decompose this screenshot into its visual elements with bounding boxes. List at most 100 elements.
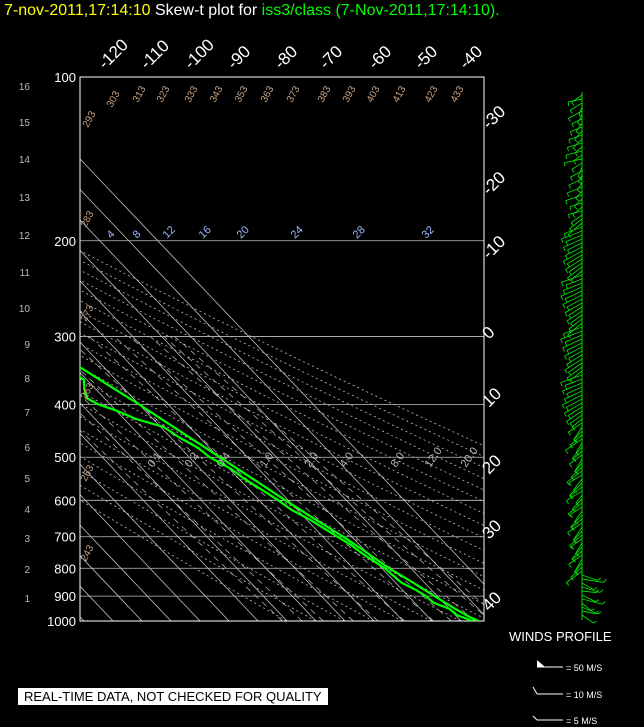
wind-barb [575, 442, 583, 454]
mixing-ratio-label: 2.0 [303, 450, 322, 469]
wind-barb [565, 246, 583, 257]
wind-barb [568, 362, 583, 373]
wind-barb-feather [576, 189, 581, 193]
wind-barb-feather [563, 412, 567, 417]
mixing-ratio-line [163, 336, 484, 616]
dry-adiabat-label: 243 [79, 543, 97, 563]
wind-barb-feather [561, 282, 564, 287]
wind-barb-feather [595, 610, 599, 615]
wind-barb [571, 446, 583, 459]
wind-barb-feather [572, 147, 577, 151]
wind-barb [565, 258, 583, 270]
wind-barb-feather [565, 407, 569, 412]
isotherm-line [80, 280, 404, 621]
wind-barb-feather [565, 582, 570, 586]
wind-barb-feather [568, 372, 572, 376]
height-tick-label: 9 [24, 340, 30, 351]
wind-barb [570, 214, 583, 224]
wind-barb-feather [566, 306, 570, 311]
wind-barb [564, 302, 583, 314]
wind-barb [569, 454, 583, 465]
wind-barb-feather [566, 421, 570, 425]
pressure-tick-label: 500 [54, 450, 76, 465]
height-tick-label: 11 [20, 268, 31, 279]
isotherms [80, 158, 484, 621]
wind-barb [574, 458, 583, 472]
pressure-tick-label: 100 [54, 70, 76, 85]
wind-barb [574, 510, 583, 523]
dry-adiabat-line [80, 259, 484, 458]
wind-legend-barb [532, 715, 538, 721]
wind-barb [567, 222, 583, 235]
wind-barb [571, 162, 583, 170]
height-tick-label: 1 [24, 594, 30, 605]
wind-barb [566, 254, 583, 265]
wind-barb [571, 538, 583, 547]
mixing-ratio-label: 4 [105, 228, 118, 241]
right-temperature-tick: 30 [478, 516, 505, 543]
wind-barb [561, 274, 583, 283]
pressure-tick-label: 600 [54, 493, 76, 508]
dry-adiabat-label: 423 [423, 84, 441, 104]
height-tick-label: 5 [24, 474, 30, 485]
wind-barb-feather [560, 339, 563, 344]
dry-adiabat-label: 373 [285, 84, 303, 104]
mixing-ratio-label: 16 [197, 224, 214, 241]
wind-legend-label: = 50 M/S [566, 663, 602, 673]
wind-barb-feather [595, 599, 600, 603]
wind-barb [572, 498, 583, 510]
pressure-tick-label: 800 [54, 561, 76, 576]
wind-barb-feather [577, 176, 583, 180]
wind-barb [578, 106, 583, 116]
wind-barb [575, 122, 583, 132]
wind-barb-feather [564, 369, 568, 374]
wind-barb [568, 210, 583, 215]
wind-barb [562, 338, 583, 349]
isotherm-line [80, 219, 462, 621]
wind-barb-feather [569, 131, 573, 136]
wind-barb-feather [602, 600, 606, 605]
wind-barb [565, 378, 583, 386]
wind-barb [564, 158, 583, 164]
wind-barb-feather [578, 114, 583, 118]
wind-barb [581, 590, 597, 594]
wind-barb-feather [561, 404, 565, 409]
wind-barb-feather [568, 118, 571, 122]
wind-barb-feather [575, 198, 580, 202]
profile-series [80, 365, 479, 621]
wind-barb-feather [597, 577, 601, 581]
pressure-tick-label: 700 [54, 530, 76, 545]
wind-barb [560, 286, 583, 297]
right-temperature-tick: -30 [478, 102, 509, 133]
wind-barb [565, 234, 583, 243]
dry-adiabat-label: 303 [105, 89, 123, 109]
wind-barb-feather [568, 214, 570, 219]
wind-barb [572, 138, 583, 149]
dry-adiabat-line [80, 269, 484, 468]
wind-barb [575, 542, 583, 554]
wind-barb [569, 434, 583, 446]
mixing-ratio-line [174, 336, 484, 606]
wind-barb-feather [570, 577, 574, 581]
mixing-ratio-label: 0.4 [215, 450, 234, 469]
right-temperature-tick: 0 [478, 323, 498, 343]
wind-barb [565, 278, 583, 286]
dry-adiabat-label: 293 [81, 109, 99, 129]
plot-frame [79, 76, 485, 622]
wind-barb-feather [567, 101, 570, 106]
right-temperature-tick: 10 [478, 384, 505, 411]
wind-barb-feather [572, 214, 576, 218]
wind-barb-feather [564, 398, 567, 403]
mixing-ratio-line [80, 412, 303, 621]
wind-barb [574, 558, 583, 573]
height-tick-label: 6 [24, 443, 30, 454]
wind-barb [564, 334, 583, 343]
wind-barb-feather [571, 123, 575, 128]
wind-barb [568, 474, 583, 484]
wind-barb-feather [568, 139, 571, 144]
wind-barb [581, 606, 598, 615]
dry-adiabat-line [80, 250, 484, 447]
dry-adiabat-line [80, 289, 484, 491]
axis-labels: 1002003004005006007008009001000123456789… [19, 35, 509, 629]
wind-barb-feather [569, 463, 573, 468]
